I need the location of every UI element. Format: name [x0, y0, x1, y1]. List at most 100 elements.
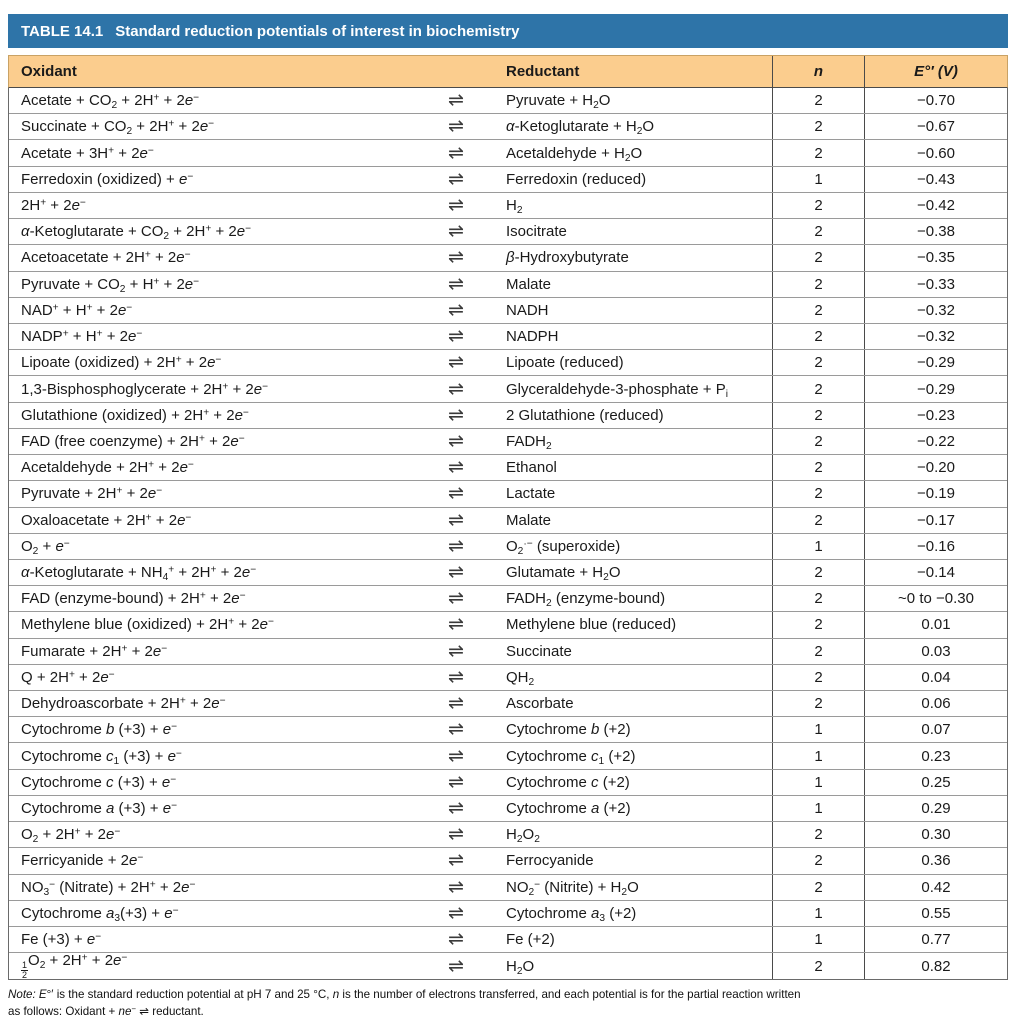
table-row: NADP+ + H+ + 2e− ⇌ NADPH 2 −0.32 [9, 323, 1007, 351]
n-electrons-cell: 1 [772, 717, 864, 743]
reductant-cell: Ethanol [506, 459, 557, 477]
n-electrons-cell: 1 [772, 795, 864, 822]
column-header-oxidant: Oxidant [21, 63, 77, 80]
table-row: Glutathione (oxidized) + 2H+ + 2e− ⇌ 2 G… [9, 402, 1007, 429]
potential-cell: 0.30 [864, 822, 1007, 848]
oxidant-cell: NADP+ + H+ + 2e− [21, 328, 143, 346]
oxidant-cell: NAD+ + H+ + 2e− [21, 301, 133, 319]
n-electrons-cell: 2 [772, 88, 864, 114]
equilibrium-arrows-icon: ⇌ [448, 536, 464, 556]
reductant-cell: Glutamate + H2O [506, 564, 621, 582]
potential-cell: −0.32 [864, 297, 1007, 323]
equilibrium-arrows-icon: ⇌ [448, 458, 464, 478]
n-electrons-cell: 2 [772, 219, 864, 245]
table-row: α-Ketoglutarate + CO2 + 2H+ + 2e− ⇌ Isoc… [9, 219, 1007, 246]
n-electrons-cell: 2 [772, 507, 864, 533]
n-electrons-cell: 2 [772, 192, 864, 219]
equilibrium-arrows-icon: ⇌ [448, 956, 464, 976]
oxidant-cell: Succinate + CO2 + 2H+ + 2e− [21, 118, 215, 136]
table-row: NO3− (Nitrate) + 2H+ + 2e− ⇌ NO2− (Nitri… [9, 874, 1007, 901]
table-row: Cytochrome b (+3) + e− ⇌ Cytochrome b (+… [9, 717, 1007, 744]
table-row: Ferredoxin (oxidized) + e− ⇌ Ferredoxin … [9, 166, 1007, 193]
reductant-cell: Cytochrome a3 (+2) [506, 904, 637, 922]
equilibrium-arrows-icon: ⇌ [448, 91, 464, 111]
potential-cell: −0.22 [864, 428, 1007, 455]
oxidant-cell: Cytochrome c (+3) + e− [21, 773, 177, 791]
reductant-cell: Lactate [506, 485, 556, 503]
n-electrons-cell: 1 [772, 927, 864, 953]
equilibrium-arrows-icon: ⇌ [448, 563, 464, 583]
column-header-potential: E °′ (V) [864, 56, 1007, 87]
reductant-cell: Malate [506, 275, 552, 293]
n-electrons-cell: 2 [772, 323, 864, 350]
table-row: O2 + 2H+ + 2e− ⇌ H2O2 2 0.30 [9, 822, 1007, 849]
potential-cell: −0.29 [864, 376, 1007, 402]
oxidant-cell: O2 + 2H+ + 2e− [21, 826, 121, 844]
table-row: Dehydroascorbate + 2H+ + 2e− ⇌ Ascorbate… [9, 691, 1007, 718]
reductant-cell: Ferredoxin (reduced) [506, 170, 647, 188]
n-electrons-cell: 2 [772, 350, 864, 376]
reductant-cell: H2O [506, 957, 535, 975]
potential-cell: −0.29 [864, 350, 1007, 376]
n-electrons-cell: 2 [772, 455, 864, 481]
n-electrons-cell: 2 [772, 559, 864, 586]
oxidant-cell: 1,3-Bisphosphoglycerate + 2H+ + 2e− [21, 380, 269, 398]
table-row: Methylene blue (oxidized) + 2H+ + 2e− ⇌ … [9, 612, 1007, 639]
oxidant-cell: Glutathione (oxidized) + 2H+ + 2e− [21, 406, 249, 424]
potential-cell: 0.25 [864, 769, 1007, 795]
oxidant-cell: α-Ketoglutarate + NH4+ + 2H+ + 2e− [21, 564, 257, 582]
equilibrium-arrows-icon: ⇌ [448, 510, 464, 530]
n-electrons-cell: 2 [772, 402, 864, 428]
n-electrons-cell: 2 [772, 140, 864, 166]
table-title-bar: TABLE 14.1 Standard reduction potentials… [8, 14, 1008, 48]
table-row: FAD (free coenzyme) + 2H+ + 2e− ⇌ FADH2 … [9, 428, 1007, 456]
table-row: Cytochrome a3(+3) + e− ⇌ Cytochrome a3 (… [9, 900, 1007, 927]
table-row: Q + 2H+ + 2e− ⇌ QH2 2 0.04 [9, 664, 1007, 692]
oxidant-cell: Ferricyanide + 2e− [21, 852, 144, 870]
potential-cell: −0.14 [864, 559, 1007, 586]
table-row: Ferricyanide + 2e− ⇌ Ferrocyanide 2 0.36 [9, 848, 1007, 875]
potential-cell: 0.77 [864, 927, 1007, 953]
equilibrium-arrows-icon: ⇌ [448, 930, 464, 950]
reductant-cell: Succinate [506, 642, 572, 660]
table-row: Oxaloacetate + 2H+ + 2e− ⇌ Malate 2 −0.1… [9, 507, 1007, 534]
reduction-potentials-table: Oxidant Reductant n E °′ (V) Acetate + CO… [8, 55, 1008, 981]
reductant-cell: Cytochrome c (+2) [506, 773, 630, 791]
n-electrons-cell: 2 [772, 114, 864, 140]
reductant-cell: Glyceraldehyde-3-phosphate + Pi [506, 380, 728, 398]
potential-cell: −0.16 [864, 533, 1007, 559]
reductant-cell: NADPH [506, 328, 559, 346]
table-row: Lipoate (oxidized) + 2H+ + 2e− ⇌ Lipoate… [9, 350, 1007, 377]
table-row: Acetate + CO2 + 2H+ + 2e− ⇌ Pyruvate + H… [9, 88, 1007, 115]
reductant-cell: 2 Glutathione (reduced) [506, 406, 664, 424]
potential-cell: 0.01 [864, 612, 1007, 638]
equilibrium-arrows-icon: ⇌ [448, 248, 464, 268]
potential-cell: −0.43 [864, 166, 1007, 192]
table-header-row: Oxidant Reductant n E °′ (V) [8, 55, 1008, 88]
table-row: Pyruvate + 2H+ + 2e− ⇌ Lactate 2 −0.19 [9, 481, 1007, 508]
oxidant-cell: FAD (free coenzyme) + 2H+ + 2e− [21, 432, 245, 450]
n-electrons-cell: 2 [772, 691, 864, 717]
n-electrons-cell: 2 [772, 481, 864, 507]
equilibrium-arrows-icon: ⇌ [448, 431, 464, 451]
potential-cell: 0.29 [864, 795, 1007, 822]
n-electrons-cell: 2 [772, 376, 864, 402]
oxidant-cell: Oxaloacetate + 2H+ + 2e− [21, 511, 192, 529]
reductant-cell: Malate [506, 511, 552, 529]
equilibrium-arrows-icon: ⇌ [448, 379, 464, 399]
n-electrons-cell: 2 [772, 271, 864, 297]
potential-cell: −0.60 [864, 140, 1007, 166]
potential-cell: 0.04 [864, 664, 1007, 691]
equilibrium-arrows-icon: ⇌ [448, 615, 464, 635]
n-electrons-cell: 2 [772, 822, 864, 848]
oxidant-cell: Acetate + CO2 + 2H+ + 2e− [21, 92, 200, 110]
potential-cell: −0.32 [864, 323, 1007, 350]
potential-cell: 0.07 [864, 717, 1007, 743]
table-row: Cytochrome a (+3) + e− ⇌ Cytochrome a (+… [9, 795, 1007, 823]
n-electrons-cell: 2 [772, 428, 864, 455]
reductant-cell: Isocitrate [506, 223, 567, 241]
oxidant-cell: Cytochrome a3(+3) + e− [21, 904, 179, 922]
n-electrons-cell: 2 [772, 297, 864, 323]
oxidant-cell: Cytochrome c1 (+3) + e− [21, 747, 182, 765]
table-body: Acetate + CO2 + 2H+ + 2e− ⇌ Pyruvate + H… [8, 88, 1008, 981]
